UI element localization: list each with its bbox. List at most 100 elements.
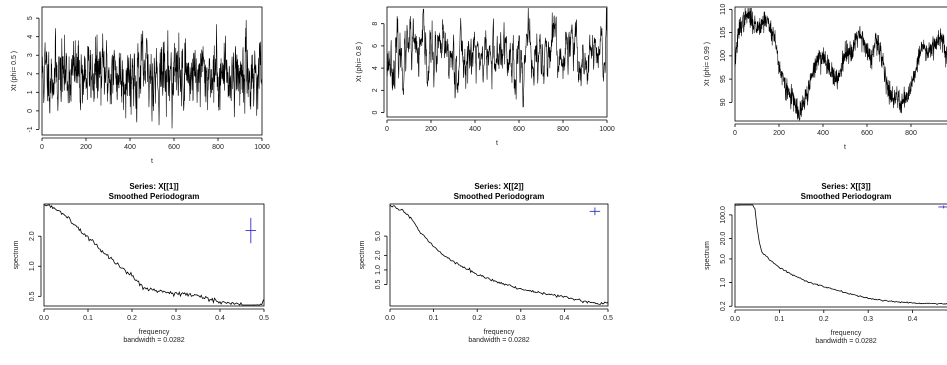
- x-tick-label: 200: [425, 126, 437, 133]
- chart-subtitle: Smoothed Periodogram: [109, 192, 200, 201]
- x-tick-label: 0.1: [429, 315, 439, 322]
- plot-frame: [43, 203, 265, 307]
- y-tick-label: 0.5: [29, 291, 36, 301]
- y-tick-label: 5.0: [375, 231, 382, 241]
- x-tick-label: 1000: [254, 144, 270, 151]
- plot-frame: [734, 203, 947, 308]
- y-tick-label: 0.5: [375, 280, 382, 290]
- y-axis-label: Xt (phi= 0.8 ): [356, 42, 363, 82]
- x-tick-label: 600: [861, 130, 873, 137]
- x-tick-label: 600: [168, 144, 180, 151]
- y-tick-label: 110: [720, 4, 727, 15]
- x-axis-sublabel: bandwidth = 0.0282: [123, 337, 184, 344]
- y-axis-label: Xt (phi= 0.99 ): [704, 42, 711, 86]
- x-tick-label: 400: [124, 144, 136, 151]
- x-tick-label: 1000: [599, 126, 615, 133]
- x-tick-label: 0.3: [171, 315, 181, 322]
- x-tick-label: 0.0: [730, 316, 740, 323]
- x-tick-label: 200: [773, 130, 785, 137]
- y-tick-label: -1: [27, 126, 34, 132]
- x-axis-sublabel: bandwidth = 0.0282: [468, 337, 529, 344]
- y-tick-label: 100: [720, 50, 727, 62]
- y-tick-label: 2.0: [29, 231, 36, 241]
- x-tick-label: 0: [733, 130, 737, 137]
- series-line-1: [43, 204, 265, 306]
- x-tick-label: 400: [817, 130, 829, 137]
- x-tick-label: 0: [385, 126, 389, 133]
- y-tick-label: 5: [27, 16, 34, 20]
- y-tick-label: 4: [27, 35, 34, 39]
- x-tick-label: 0.3: [516, 315, 526, 322]
- y-tick-label: 0.2: [720, 301, 727, 311]
- x-tick-label: 0: [40, 144, 44, 151]
- chart-panel-2: 0 200 400 600 800 1000 0 2 4 6 8 Xt (phi= 0.8 ) t: [356, 6, 615, 147]
- y-tick-label: 2: [27, 72, 34, 76]
- series-line-1: [734, 7, 947, 121]
- x-tick-label: 800: [905, 130, 917, 137]
- x-axis-label: frequency: [831, 330, 862, 337]
- y-tick-label: 95: [720, 75, 727, 83]
- x-tick-label: 0.2: [127, 315, 137, 322]
- series-line-1: [386, 7, 608, 108]
- chart-panel-5: 0.0 0.1 0.2 0.3 0.4 0.5 0.5 1.0 2.0 5.0 spectrum fr…: [359, 182, 613, 344]
- x-tick-label: 0.1: [775, 316, 785, 323]
- chart-panel-6: 0.00.10.20.30.40.50.21.05.020.0100.0spec…: [704, 182, 947, 345]
- x-tick-label: 0.0: [385, 315, 395, 322]
- x-axis-sublabel: bandwidth = 0.0282: [815, 338, 876, 345]
- chart-title: Series: X[[3]]: [821, 182, 871, 191]
- x-tick-label: 0.2: [472, 315, 482, 322]
- x-tick-label: 600: [513, 126, 525, 133]
- x-tick-label: 0.4: [215, 315, 225, 322]
- y-tick-label: 1.0: [375, 265, 382, 275]
- y-tick-label: 3: [27, 53, 34, 57]
- chart-panel-1: 0 200 400 600 800 1000 -1 0 1 2 3 4 5 Xt (phi= 0.5 ) t: [11, 6, 270, 165]
- y-tick-label: 100.0: [720, 206, 727, 224]
- x-tick-label: 0.0: [39, 315, 49, 322]
- series-line-1: [734, 204, 947, 305]
- x-axis-label: frequency: [139, 329, 170, 336]
- x-tick-label: 0.3: [863, 316, 873, 323]
- x-tick-label: 400: [469, 126, 481, 133]
- plot-frame: [389, 203, 609, 307]
- y-tick-label: 105: [720, 27, 727, 39]
- x-tick-label: 800: [557, 126, 569, 133]
- chart-panel-4: 0.0 0.1 0.2 0.3 0.4 0.5 0.5 1.0 2.0 spectrum frequ…: [13, 182, 269, 344]
- series-line-1: [41, 20, 263, 129]
- y-tick-label: 2.0: [375, 250, 382, 260]
- x-tick-label: 800: [212, 144, 224, 151]
- y-tick-label: 6: [372, 44, 379, 48]
- y-tick-label: 20.0: [720, 232, 727, 246]
- x-tick-label: 0.4: [560, 315, 570, 322]
- x-axis-label: frequency: [484, 329, 515, 336]
- x-axis-label: t: [496, 140, 498, 147]
- chart-title: Series: X[[2]]: [474, 182, 524, 191]
- y-axis-label: spectrum: [704, 241, 711, 270]
- plot-frame: [386, 6, 608, 118]
- x-tick-label: 0.2: [819, 316, 829, 323]
- y-tick-label: 8: [372, 22, 379, 26]
- y-axis-label: spectrum: [359, 240, 366, 269]
- y-tick-label: 1.0: [720, 278, 727, 288]
- y-tick-label: 2: [372, 88, 379, 92]
- x-axis-label: t: [151, 158, 153, 165]
- y-tick-label: 0: [372, 111, 379, 115]
- x-tick-label: 200: [80, 144, 92, 151]
- y-axis-label: Xt (phi= 0.5 ): [11, 51, 18, 91]
- y-tick-label: 5.0: [720, 254, 727, 264]
- y-tick-label: 90: [720, 98, 727, 106]
- chart-subtitle: Smoothed Periodogram: [801, 192, 892, 201]
- y-tick-label: 0: [27, 109, 34, 113]
- y-axis-label: spectrum: [13, 240, 20, 269]
- chart-subtitle: Smoothed Periodogram: [454, 192, 545, 201]
- chart-panel-3: 020040060080010009095100105110Xt (phi= 0…: [704, 4, 947, 151]
- series-line-1: [389, 204, 609, 305]
- x-axis-label: t: [844, 144, 846, 151]
- y-tick-label: 4: [372, 66, 379, 70]
- x-tick-label: 0.5: [259, 315, 269, 322]
- x-tick-label: 0.1: [83, 315, 93, 322]
- x-tick-label: 0.5: [603, 315, 613, 322]
- chart-title: Series: X[[1]]: [129, 182, 179, 191]
- x-tick-label: 0.4: [908, 316, 918, 323]
- y-tick-label: 1: [27, 90, 34, 94]
